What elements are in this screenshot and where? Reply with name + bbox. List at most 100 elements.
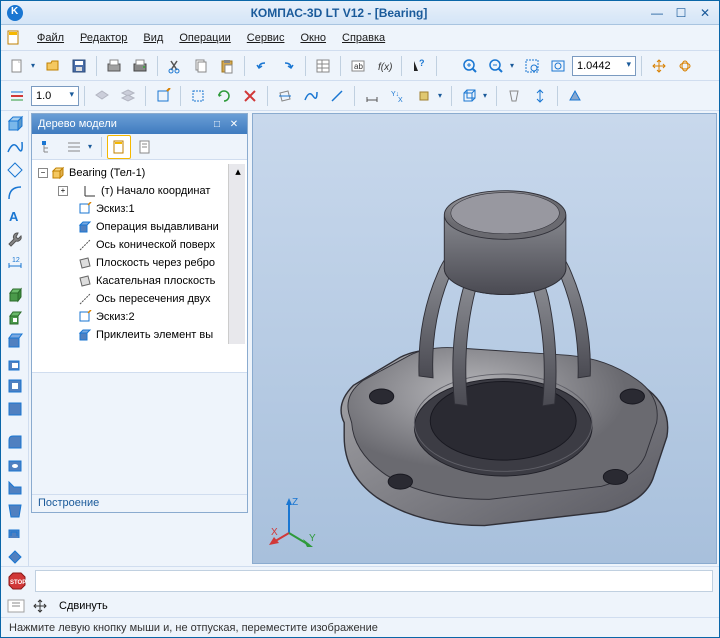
doc-icon[interactable]: [5, 29, 23, 47]
tree-item[interactable]: Плоскость через ребро: [34, 254, 228, 272]
zoom-fit-button[interactable]: [546, 54, 570, 78]
line-button[interactable]: [325, 84, 349, 108]
fx-button[interactable]: f(x): [372, 54, 396, 78]
print-button[interactable]: [128, 54, 152, 78]
stop-button[interactable]: STOP: [7, 571, 27, 591]
strip-dim-icon[interactable]: 12: [4, 253, 26, 272]
orient-button[interactable]: [412, 84, 436, 108]
menu-file[interactable]: Файл: [29, 29, 72, 47]
strip-cube-icon[interactable]: [4, 115, 26, 134]
tree-item[interactable]: Эскиз:1: [34, 200, 228, 218]
expand-icon[interactable]: +: [58, 186, 68, 196]
help-button[interactable]: ?: [407, 54, 431, 78]
plane-button[interactable]: [273, 84, 297, 108]
viewport-3d[interactable]: Z X Y: [252, 113, 717, 564]
print-preview-button[interactable]: [102, 54, 126, 78]
rebuild-button[interactable]: [212, 84, 236, 108]
strip-diamond-icon[interactable]: [4, 161, 26, 180]
tree-dropdown-icon[interactable]: ▾: [88, 142, 96, 151]
tree-doc2-button[interactable]: [133, 135, 157, 159]
spline-button[interactable]: [299, 84, 323, 108]
tree-item[interactable]: Эскиз:2: [34, 308, 228, 326]
dim-button[interactable]: [360, 84, 384, 108]
redo-button[interactable]: [276, 54, 300, 78]
cut-button[interactable]: [163, 54, 187, 78]
variables-button[interactable]: ab: [346, 54, 370, 78]
expand-icon[interactable]: −: [38, 168, 48, 178]
new-button[interactable]: [5, 54, 29, 78]
strip-a-icon[interactable]: A: [4, 207, 26, 226]
strip-rib-icon[interactable]: [4, 478, 26, 497]
strip-fillet-icon[interactable]: [4, 432, 26, 451]
zoom-dropdown-icon[interactable]: ▾: [510, 61, 518, 70]
close-button[interactable]: ✕: [697, 6, 713, 20]
render-dropdown-icon[interactable]: ▾: [483, 91, 491, 100]
undo-button[interactable]: [250, 54, 274, 78]
zoom-in-button[interactable]: [458, 54, 482, 78]
strip-extrude2-icon[interactable]: [4, 308, 26, 327]
width-input[interactable]: 1.0: [31, 86, 79, 106]
panel-pin-icon[interactable]: □: [210, 117, 224, 131]
strip-shell-icon[interactable]: [4, 524, 26, 543]
arrows-button[interactable]: [528, 84, 552, 108]
menu-operations[interactable]: Операции: [171, 29, 238, 47]
strip-hole-icon[interactable]: [4, 455, 26, 474]
new-dropdown-icon[interactable]: ▾: [31, 61, 39, 70]
maximize-button[interactable]: ☐: [673, 6, 689, 20]
select-button[interactable]: [186, 84, 210, 108]
zoom-window-button[interactable]: [520, 54, 544, 78]
orient-dropdown-icon[interactable]: ▾: [438, 91, 446, 100]
layers-button[interactable]: [116, 84, 140, 108]
delete-button[interactable]: [238, 84, 262, 108]
svg-text:STOP: STOP: [10, 580, 26, 586]
vscroll[interactable]: ▴: [228, 164, 245, 344]
strip-extrude-icon[interactable]: [4, 285, 26, 304]
copy-button[interactable]: [189, 54, 213, 78]
strip-shape1-icon[interactable]: [4, 377, 26, 396]
tree-view1-button[interactable]: [36, 135, 60, 159]
tree-view2-button[interactable]: [62, 135, 86, 159]
tree-item[interactable]: Ось пересечения двух: [34, 290, 228, 308]
rotate-button[interactable]: [673, 54, 697, 78]
tree-doc-button[interactable]: [107, 135, 131, 159]
strip-wrench-icon[interactable]: [4, 230, 26, 249]
tree-item[interactable]: Ось конической поверх: [34, 236, 228, 254]
model-tree[interactable]: − Bearing (Тел-1) + (т) Начало координат…: [32, 160, 247, 372]
perspective-button[interactable]: [502, 84, 526, 108]
tree-root[interactable]: − Bearing (Тел-1): [34, 164, 228, 182]
tree-item[interactable]: Операция выдавливани: [34, 218, 228, 236]
tree-item[interactable]: + (т) Начало координат: [34, 182, 228, 200]
menu-window[interactable]: Окно: [292, 29, 334, 47]
save-button[interactable]: [67, 54, 91, 78]
line-style-button[interactable]: [5, 84, 29, 108]
panel-close-icon[interactable]: ✕: [227, 117, 241, 131]
section-button[interactable]: [563, 84, 587, 108]
command-input[interactable]: [35, 570, 713, 592]
strip-spline-icon[interactable]: [4, 138, 26, 157]
menu-service[interactable]: Сервис: [239, 29, 293, 47]
zoom-value-input[interactable]: 1.0442: [572, 56, 636, 76]
menu-view[interactable]: Вид: [135, 29, 171, 47]
strip-curve-icon[interactable]: [4, 184, 26, 203]
menu-editor[interactable]: Редактор: [72, 29, 135, 47]
tree-item[interactable]: Приклеить элемент вы: [34, 326, 228, 344]
pan-button[interactable]: [647, 54, 671, 78]
menu-help[interactable]: Справка: [334, 29, 393, 47]
create-button[interactable]: [7, 599, 25, 613]
tree-item[interactable]: Касательная плоскость: [34, 272, 228, 290]
sketch-button[interactable]: [151, 84, 175, 108]
open-button[interactable]: [41, 54, 65, 78]
minimize-button[interactable]: —: [649, 6, 665, 20]
canvas-3d[interactable]: Z X Y: [253, 114, 716, 563]
zoom-out-button[interactable]: [484, 54, 508, 78]
strip-cut1-icon[interactable]: [4, 331, 26, 350]
xy-button[interactable]: Y↓X: [386, 84, 410, 108]
strip-cut2-icon[interactable]: [4, 354, 26, 373]
properties-button[interactable]: [311, 54, 335, 78]
render-wireframe-button[interactable]: [457, 84, 481, 108]
paste-button[interactable]: [215, 54, 239, 78]
strip-shape2-icon[interactable]: [4, 400, 26, 419]
strip-draft-icon[interactable]: [4, 501, 26, 520]
strip-pattern-icon[interactable]: [4, 547, 26, 566]
layer-button[interactable]: [90, 84, 114, 108]
